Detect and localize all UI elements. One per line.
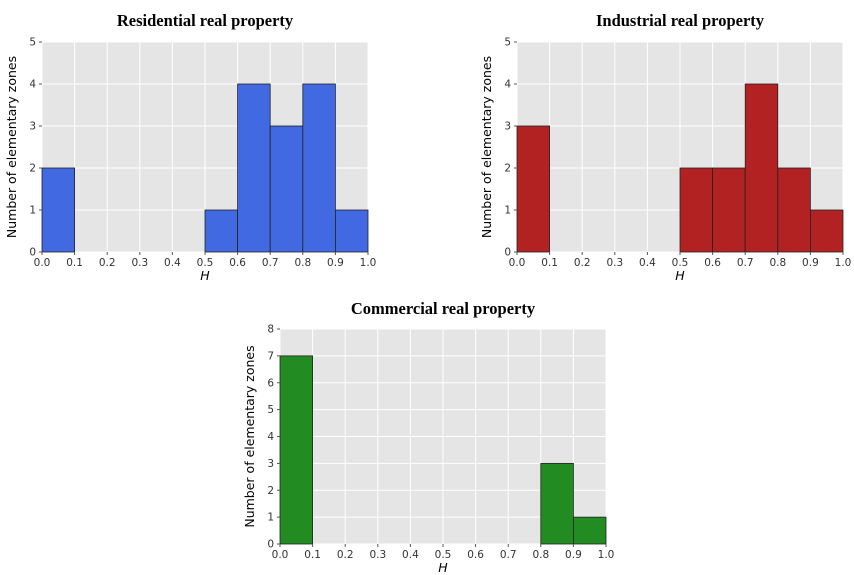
industrial-bar [744, 83, 779, 253]
residential-y-tick-label: 4 [29, 79, 36, 91]
commercial-bar [540, 462, 574, 545]
residential-x-tick-label: 1.0 [360, 257, 377, 269]
commercial-y-tick-label: 1 [267, 512, 274, 524]
commercial-y-axis-label: Number of elementary zones [242, 345, 257, 527]
commercial-x-tick-label: 0.3 [369, 549, 386, 561]
residential-bar [237, 83, 271, 253]
residential-x-axis-label: H [200, 268, 210, 283]
industrial-y-tick-label: 0 [504, 247, 511, 259]
commercial-y-tick-label: 4 [267, 431, 274, 443]
commercial-y-tick-label: 3 [267, 458, 274, 470]
industrial-x-tick-label: 0.5 [672, 257, 689, 269]
commercial-y-tick-label: 6 [267, 377, 274, 389]
commercial-chart-title: Commercial real property [351, 299, 536, 318]
residential-x-tick-label: 0.4 [164, 257, 181, 269]
industrial-bar [516, 125, 550, 253]
residential-bar [41, 167, 75, 253]
industrial-x-tick-label: 0.1 [541, 257, 558, 269]
residential-x-tick-label: 0.9 [327, 257, 344, 269]
residential-x-tick-label: 0.1 [66, 257, 83, 269]
industrial-x-tick-label: 0.2 [574, 257, 591, 269]
commercial-x-tick-label: 0.6 [467, 549, 484, 561]
commercial-x-tick-label: 0.5 [435, 549, 452, 561]
commercial-x-tick-label: 0.8 [532, 549, 549, 561]
commercial-x-tick-label: 0.1 [304, 549, 321, 561]
residential-y-tick-label: 5 [29, 37, 36, 49]
industrial-bar [679, 167, 713, 253]
industrial-y-axis-label: Number of elementary zones [479, 56, 494, 238]
industrial-bar [712, 167, 746, 253]
commercial-x-tick-label: 0.0 [272, 549, 289, 561]
residential-x-tick-label: 0.0 [34, 257, 51, 269]
residential-x-tick-label: 0.5 [197, 257, 214, 269]
industrial-x-tick-label: 0.7 [737, 257, 754, 269]
commercial-x-axis-label: H [438, 560, 448, 575]
residential-y-tick-label: 2 [29, 163, 36, 175]
commercial-y-tick-label: 2 [267, 485, 274, 497]
commercial-x-tick-label: 0.4 [402, 549, 419, 561]
residential-x-tick-label: 0.3 [131, 257, 148, 269]
industrial-y-tick-label: 5 [504, 37, 511, 49]
residential-bar [204, 209, 238, 253]
commercial-y-tick-label: 5 [267, 404, 274, 416]
industrial-y-tick-label: 2 [504, 163, 511, 175]
residential-bar [269, 125, 304, 253]
residential-x-tick-label: 0.7 [262, 257, 279, 269]
residential-chart-title: Residential real property [117, 11, 294, 30]
commercial-x-tick-label: 0.7 [500, 549, 517, 561]
commercial-bar [279, 355, 313, 545]
commercial-y-tick-label: 7 [267, 350, 274, 362]
industrial-x-tick-label: 0.4 [639, 257, 656, 269]
industrial-x-axis-label: H [675, 268, 685, 283]
industrial-x-tick-label: 0.3 [606, 257, 623, 269]
commercial-bar [573, 516, 607, 545]
commercial-x-tick-label: 1.0 [598, 549, 615, 561]
commercial-y-tick-label: 8 [267, 324, 274, 336]
industrial-y-tick-label: 3 [504, 121, 511, 133]
residential-bar [334, 209, 369, 253]
industrial-y-tick-label: 1 [504, 205, 511, 217]
commercial-x-tick-label: 0.9 [565, 549, 582, 561]
residential-y-axis-label: Number of elementary zones [4, 56, 19, 238]
industrial-chart-title: Industrial real property [596, 11, 765, 30]
residential-bar [302, 83, 336, 253]
industrial-x-tick-label: 0.9 [802, 257, 819, 269]
industrial-bar [777, 167, 811, 253]
residential-y-tick-label: 0 [29, 247, 36, 259]
industrial-histogram: Industrial real property 0.0 0.1 0.2 0.3 0.4 0… [479, 11, 851, 283]
industrial-y-tick-label: 4 [504, 79, 511, 91]
industrial-x-tick-label: 0.8 [769, 257, 786, 269]
industrial-x-tick-label: 0.0 [509, 257, 526, 269]
commercial-x-tick-label: 0.2 [337, 549, 354, 561]
residential-x-tick-label: 0.8 [294, 257, 311, 269]
residential-y-tick-label: 1 [29, 205, 36, 217]
industrial-x-tick-label: 0.6 [704, 257, 721, 269]
residential-histogram: Residential real property 0.0 0.1 0.2 0.3 0.4… [4, 11, 376, 283]
commercial-histogram: Commercial real property 0.0 0.1 0.2 0.3 0.4 0… [242, 299, 614, 575]
residential-x-tick-label: 0.6 [229, 257, 246, 269]
industrial-bar [810, 209, 844, 253]
industrial-x-tick-label: 1.0 [835, 257, 852, 269]
residential-y-tick-label: 3 [29, 121, 36, 133]
residential-x-tick-label: 0.2 [99, 257, 116, 269]
commercial-y-tick-label: 0 [267, 539, 274, 551]
